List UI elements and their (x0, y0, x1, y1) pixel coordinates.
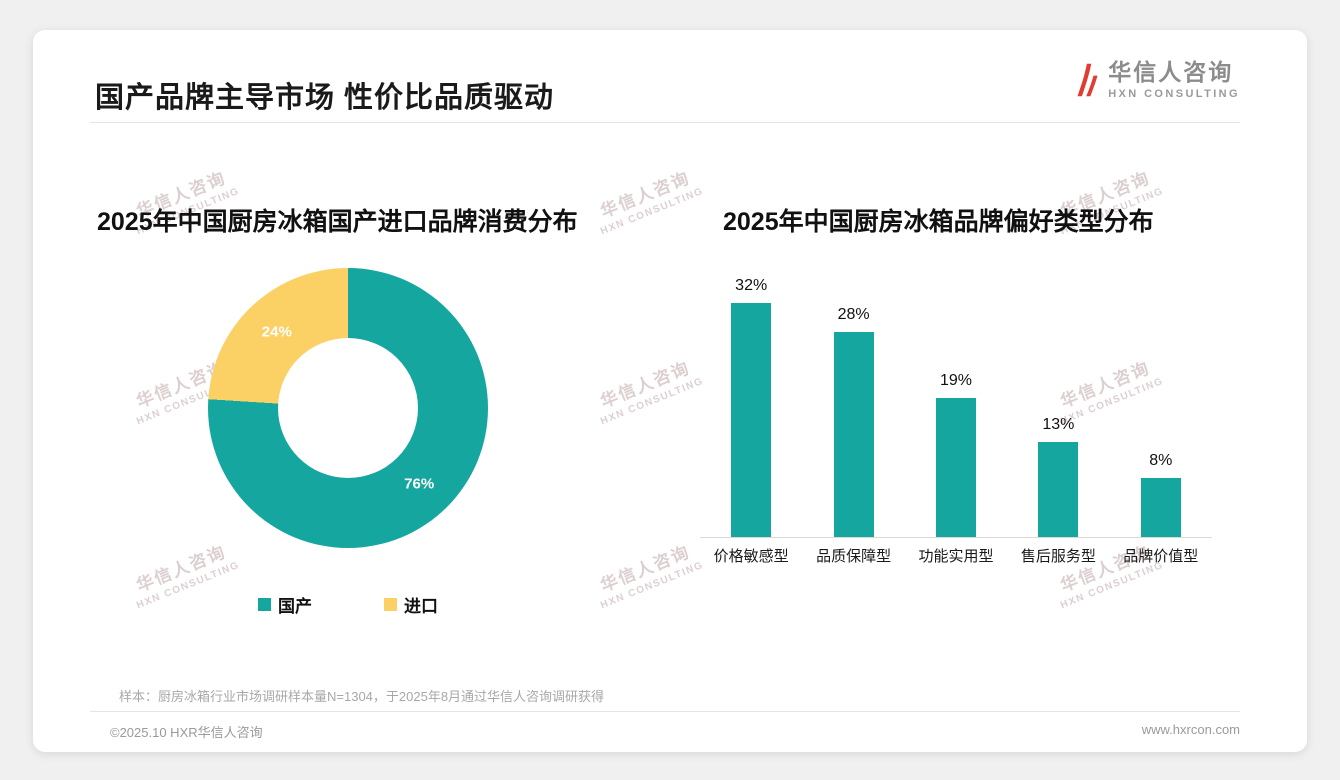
bar-category-label: 价格敏感型 (713, 548, 789, 565)
bar (1038, 442, 1079, 537)
header-divider (90, 122, 1240, 123)
logo-name: 华信人咨询 (1108, 59, 1234, 85)
logo-subtitle: HXN CONSULTING (1108, 88, 1240, 101)
donut-slice-label: 76% (404, 475, 435, 493)
donut-hole (278, 338, 418, 478)
bar-column: 28% (833, 306, 874, 537)
bar (833, 332, 874, 537)
bar-column: 13% (1038, 416, 1079, 537)
donut-chart: 76% 24% (208, 268, 488, 548)
donut-legend: 国产 进口 (128, 592, 568, 617)
legend-swatch (384, 598, 397, 611)
footer-divider (90, 711, 1240, 712)
bar-column: 8% (1140, 452, 1181, 537)
legend-label: 国产 (278, 597, 312, 616)
bar-category-label: 售后服务型 (1020, 548, 1096, 565)
legend-label: 进口 (404, 597, 438, 616)
legend-swatch (258, 598, 271, 611)
bar-category-row: 价格敏感型 品质保障型 功能实用型 售后服务型 品牌价值型 (700, 545, 1212, 566)
donut-chart-title: 2025年中国厨房冰箱国产进口品牌消费分布 (97, 208, 578, 236)
bar (935, 398, 976, 537)
bar-value-label: 8% (1149, 452, 1173, 469)
bar (731, 303, 772, 537)
legend-item: 进口 (384, 592, 438, 617)
bar-column: 19% (935, 372, 976, 537)
bar-value-label: 13% (1042, 416, 1075, 433)
footer-website: www.hxrcon.com (1141, 722, 1240, 737)
sample-footnote: 样本：厨房冰箱行业市场调研样本量N=1304，于2025年8月通过华信人咨询调研… (119, 689, 605, 704)
bar-value-label: 28% (837, 306, 870, 323)
company-logo: 华信人咨询 HXN CONSULTING (1070, 59, 1240, 101)
footer-copyright: ©2025.10 HXR华信人咨询 (110, 725, 263, 740)
bar-category-label: 功能实用型 (918, 548, 994, 565)
bar-plot-area: 32% 28% 19% 13% 8% (700, 277, 1212, 538)
donut-slice-label: 24% (261, 323, 292, 341)
bar-chart-title: 2025年中国厨房冰箱品牌偏好类型分布 (723, 208, 1154, 236)
bar-category-label: 品质保障型 (816, 548, 892, 565)
bar-value-label: 32% (735, 277, 768, 294)
page-title: 国产品牌主导市场 性价比品质驱动 (95, 82, 555, 114)
logo-icon (1077, 63, 1098, 97)
bar-column: 32% (731, 277, 772, 537)
legend-item: 国产 (258, 592, 312, 617)
bar (1140, 478, 1181, 537)
report-card: 华信人咨询 HXN CONSULTING 华信人咨询 HXN CONSULTING 华信… (33, 30, 1307, 752)
bar-value-label: 19% (939, 372, 972, 389)
bar-category-label: 品牌价值型 (1123, 548, 1199, 565)
